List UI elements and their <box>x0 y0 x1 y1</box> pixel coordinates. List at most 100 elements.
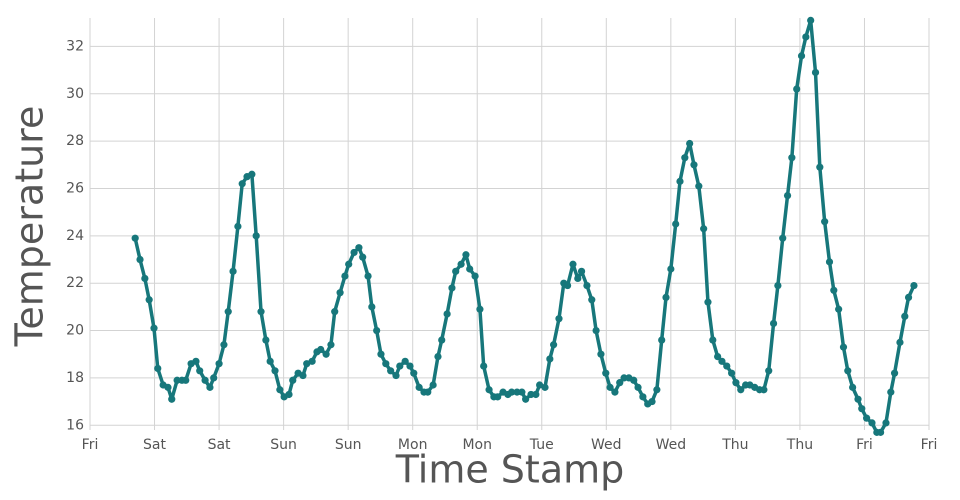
x-tick-label: Fri <box>856 437 873 453</box>
data-point <box>574 274 582 283</box>
data-point <box>765 367 773 375</box>
data-point <box>336 289 344 297</box>
data-point <box>322 350 330 358</box>
data-point <box>196 367 204 375</box>
data-point <box>672 220 680 228</box>
data-point <box>807 16 815 24</box>
data-point <box>667 265 675 273</box>
x-tick-label: Fri <box>921 437 938 453</box>
data-point <box>443 310 451 318</box>
data-point <box>577 267 586 275</box>
data-point <box>485 386 493 394</box>
data-point <box>658 336 666 344</box>
data-point <box>303 360 311 368</box>
data-point <box>830 286 838 294</box>
data-point <box>634 383 642 391</box>
data-point <box>201 376 209 384</box>
data-point <box>480 362 488 370</box>
data-point <box>550 341 558 349</box>
x-tick-label: Mon <box>462 437 492 453</box>
data-point <box>910 281 918 290</box>
data-point <box>150 324 158 332</box>
data-point <box>476 305 484 313</box>
y-tick-label: 28 <box>66 133 84 149</box>
data-point <box>224 308 232 316</box>
data-point <box>350 248 358 257</box>
data-point <box>401 357 409 365</box>
data-point <box>779 234 787 242</box>
data-point <box>522 395 530 403</box>
data-point <box>732 379 740 387</box>
data-point <box>588 296 596 304</box>
data-point <box>597 350 605 358</box>
data-point <box>896 338 904 346</box>
data-point <box>611 388 619 396</box>
data-point <box>681 154 689 162</box>
data-point <box>145 296 153 304</box>
data-point <box>234 222 242 230</box>
data-point <box>257 308 265 316</box>
data-point <box>387 367 395 375</box>
data-point <box>248 170 256 178</box>
data-point <box>448 284 456 292</box>
data-point <box>438 336 446 344</box>
data-point <box>653 386 661 394</box>
x-tick-label: Sat <box>143 437 166 453</box>
data-point <box>215 360 223 368</box>
data-point <box>690 161 698 169</box>
data-point <box>182 376 190 384</box>
y-tick-label: 32 <box>66 38 84 54</box>
data-point <box>308 357 316 365</box>
data-point <box>192 357 200 365</box>
data-point <box>238 180 246 188</box>
data-point <box>532 390 540 399</box>
x-tick-label: Thu <box>786 437 813 453</box>
data-point <box>555 315 563 323</box>
data-point <box>844 367 852 375</box>
data-point <box>136 255 144 264</box>
data-point <box>164 383 172 391</box>
data-point <box>714 352 722 361</box>
data-point <box>359 253 367 261</box>
data-point <box>676 177 684 185</box>
data-point <box>876 428 885 436</box>
x-tick-label: Sat <box>208 437 231 453</box>
y-tick-label: 22 <box>66 275 84 291</box>
data-point <box>774 281 782 290</box>
data-point <box>341 272 349 280</box>
data-point <box>262 336 270 344</box>
data-point <box>709 336 717 344</box>
data-point <box>737 386 745 394</box>
data-point <box>141 274 149 283</box>
data-point <box>131 234 139 242</box>
data-point <box>769 319 778 328</box>
data-point <box>695 182 703 190</box>
y-tick-label: 18 <box>66 370 84 386</box>
y-tick-label: 16 <box>66 417 84 433</box>
data-point <box>704 298 712 306</box>
data-point <box>718 357 726 365</box>
data-point <box>760 386 768 394</box>
data-point <box>518 388 526 396</box>
data-point <box>793 85 801 93</box>
data-point <box>327 341 335 349</box>
y-tick-label: 20 <box>66 323 84 339</box>
data-point <box>863 414 871 422</box>
data-point <box>392 371 400 380</box>
data-point <box>429 381 437 389</box>
data-point <box>592 326 600 335</box>
data-point <box>728 369 736 377</box>
data-point <box>154 364 162 373</box>
x-tick-label: Wed <box>591 437 622 453</box>
data-point <box>854 395 862 403</box>
data-point <box>355 244 363 252</box>
data-point <box>868 419 876 427</box>
data-point <box>821 218 829 226</box>
data-point <box>887 388 895 396</box>
y-tick-label: 30 <box>66 86 84 102</box>
x-tick-label: Tue <box>529 437 554 453</box>
data-point <box>563 281 572 290</box>
data-point <box>811 68 820 77</box>
data-point <box>797 52 806 60</box>
